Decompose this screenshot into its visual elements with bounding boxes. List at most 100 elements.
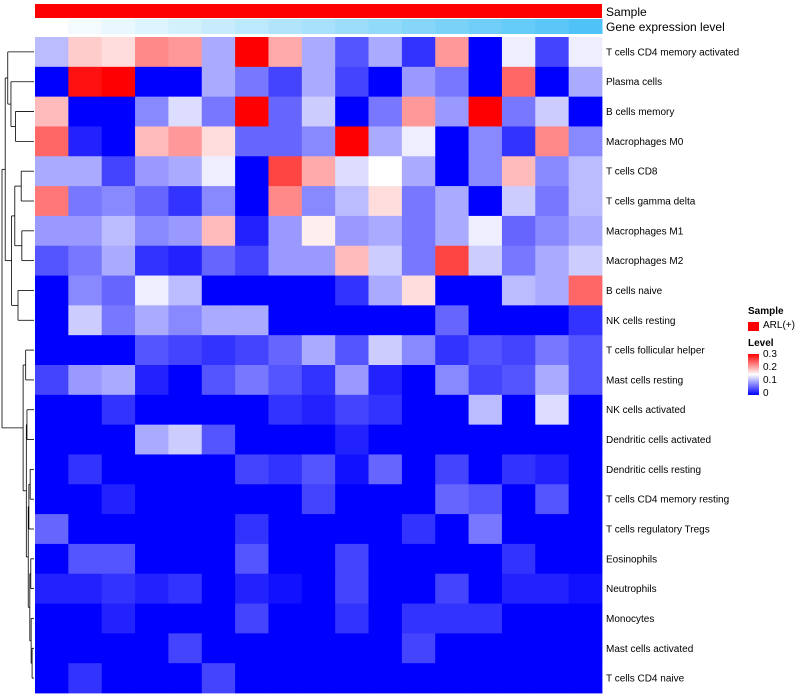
heatmap-cell — [135, 424, 169, 455]
heatmap-cell — [235, 424, 269, 455]
heatmap-cell — [568, 543, 603, 575]
row-dendrogram — [1, 51, 34, 679]
heatmap-cell — [68, 126, 103, 157]
heatmap-cell — [235, 215, 269, 247]
heatmap-cell — [401, 305, 436, 336]
heatmap-cell — [201, 275, 236, 306]
heatmap-cell — [235, 37, 269, 68]
heatmap-cell — [101, 543, 136, 575]
heatmap-cell — [501, 215, 536, 247]
heatmap-cell — [335, 454, 369, 485]
gene-expression-annotation-cell — [268, 19, 303, 34]
heatmap-cell — [268, 543, 303, 575]
heatmap-cell — [68, 543, 103, 575]
heatmap-cell — [268, 603, 303, 634]
heatmap-cell — [201, 245, 236, 276]
heatmap-cell — [235, 305, 269, 336]
heatmap-cell — [168, 484, 203, 515]
heatmap-cell — [235, 96, 269, 127]
heatmap-cell — [501, 305, 536, 336]
row-label: NK cells activated — [606, 405, 685, 416]
heatmap-cell — [435, 215, 469, 247]
row-label: T cells CD4 memory activated — [606, 47, 739, 58]
heatmap-cell — [35, 275, 69, 306]
heatmap-cell — [301, 335, 336, 366]
row-label: Mast cells resting — [606, 375, 683, 386]
heatmap-cell — [468, 543, 503, 575]
row-label: NK cells resting — [606, 316, 675, 327]
heatmap-cell — [468, 424, 503, 455]
heatmap-cell — [268, 454, 303, 485]
heatmap-cell — [101, 66, 136, 98]
heatmap-cell — [168, 305, 203, 336]
gene-expression-annotation-cell — [235, 19, 269, 34]
heatmap-cell — [368, 573, 403, 604]
heatmap-cell — [301, 66, 336, 98]
heatmap-cell — [135, 633, 169, 664]
heatmap-cell — [68, 573, 103, 604]
heatmap-cell — [101, 96, 136, 127]
heatmap-cell — [301, 454, 336, 485]
heatmap-cell — [401, 633, 436, 664]
heatmap-cell — [201, 156, 236, 187]
heatmap-cell — [135, 37, 169, 68]
heatmap-cell — [101, 484, 136, 515]
legend-color-ramp-block: 0.3 0.2 0.1 0 — [748, 350, 800, 399]
heatmap-cell — [268, 484, 303, 515]
heatmap-cell — [568, 156, 603, 187]
heatmap-cell — [568, 186, 603, 217]
heatmap-cell — [401, 484, 436, 515]
heatmap-cell — [201, 394, 236, 426]
heatmap-cell — [35, 514, 69, 545]
legend-color-ramp — [748, 354, 759, 395]
legend-level-title: Level — [748, 338, 774, 349]
heatmap-cell — [435, 365, 469, 396]
heatmap-cell — [168, 603, 203, 634]
heatmap-cell — [135, 215, 169, 247]
heatmap-cell — [135, 96, 169, 127]
heatmap-cell — [401, 156, 436, 187]
legend-tick-0.2: 0.2 — [763, 362, 777, 373]
heatmap-cell — [135, 66, 169, 98]
heatmap-cell — [35, 126, 69, 157]
heatmap-cell — [501, 335, 536, 366]
heatmap-cell — [101, 603, 136, 634]
heatmap-cell — [368, 96, 403, 127]
heatmap-cell — [535, 394, 570, 426]
heatmap-cell — [535, 215, 570, 247]
heatmap-cell — [368, 275, 403, 306]
gene-expression-annotation-cell — [35, 19, 69, 34]
heatmap-cell — [501, 543, 536, 575]
heatmap-cell — [268, 66, 303, 98]
heatmap-cell — [135, 156, 169, 187]
heatmap-cell — [135, 335, 169, 366]
heatmap-cell — [468, 514, 503, 545]
heatmap-cell — [435, 573, 469, 604]
gene-expression-annotation-cell — [401, 19, 436, 34]
heatmap-cell — [201, 126, 236, 157]
heatmap-cell — [401, 37, 436, 68]
heatmap-cell — [101, 454, 136, 485]
heatmap-cell — [401, 96, 436, 127]
heatmap-cell — [35, 603, 69, 634]
heatmap-cell — [568, 424, 603, 455]
heatmap-cell — [301, 275, 336, 306]
heatmap-cell — [435, 96, 469, 127]
heatmap-cell — [235, 454, 269, 485]
legend-sample-title: Sample — [748, 306, 784, 317]
heatmap-cell — [268, 514, 303, 545]
heatmap-cell — [468, 305, 503, 336]
heatmap-cell — [335, 633, 369, 664]
heatmap-cell — [468, 454, 503, 485]
legend-tick-0.1: 0.1 — [763, 375, 777, 386]
heatmap-cell — [535, 424, 570, 455]
heatmap-cell — [168, 66, 203, 98]
heatmap-cell — [268, 335, 303, 366]
heatmap-cell — [568, 365, 603, 396]
heatmap-cell — [501, 245, 536, 276]
heatmap-cell — [135, 186, 169, 217]
heatmap-cell — [501, 275, 536, 306]
row-label: T cells CD8 — [606, 167, 658, 178]
heatmap-cell — [568, 126, 603, 157]
